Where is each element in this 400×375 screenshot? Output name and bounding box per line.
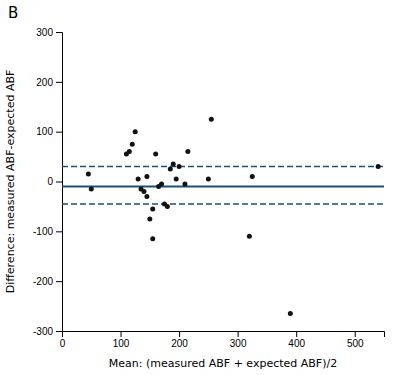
point [288, 311, 293, 316]
x-axis-title: Mean: (measured ABF + expected ABF)/2 [109, 357, 337, 370]
tick-mark [296, 331, 297, 337]
point [130, 142, 135, 147]
tick: -100 [33, 226, 62, 237]
tick-label: 0 [60, 338, 66, 349]
point [153, 152, 158, 157]
panel-label: B [8, 4, 18, 22]
tick-mark [179, 331, 180, 337]
tick: 300 [36, 27, 62, 38]
tick-label: 300 [230, 338, 247, 349]
point [150, 236, 155, 241]
tick-label: 0 [47, 176, 53, 187]
point [177, 164, 182, 169]
point [147, 216, 152, 221]
point [209, 117, 214, 122]
tick-mark [56, 231, 62, 232]
tick: 100 [113, 331, 130, 349]
point [144, 174, 149, 179]
point [133, 129, 138, 134]
point [127, 149, 132, 154]
tick-label: -200 [33, 276, 53, 287]
tick-mark [56, 132, 62, 133]
chart: 0 100 200 300 400 500 -300 -200 -100 0 100 200 300 Me… [0, 0, 400, 375]
point [136, 177, 141, 182]
tick-mark [121, 331, 122, 337]
tick: 200 [171, 331, 188, 349]
y-axis: -300 -200 -100 0 100 200 300 [33, 27, 63, 337]
y-axis-title: Difference: measured ABF-expected ABF [4, 70, 17, 294]
point [150, 206, 155, 211]
point [376, 164, 381, 169]
tick-label: 200 [171, 338, 188, 349]
point [182, 181, 187, 186]
point [206, 177, 211, 182]
axis-line [63, 332, 385, 338]
tick-label: 400 [288, 338, 305, 349]
tick-mark [56, 82, 62, 83]
tick-mark [56, 32, 62, 33]
tick-label: 500 [347, 338, 364, 349]
tick-label: 100 [113, 338, 130, 349]
point [185, 149, 190, 154]
tick-mark [56, 281, 62, 282]
tick: 100 [36, 126, 62, 137]
tick: 0 [47, 176, 62, 187]
point [171, 162, 176, 167]
point [141, 189, 146, 194]
tick-label: 100 [36, 126, 53, 137]
marks [62, 117, 384, 316]
point [247, 234, 252, 239]
tick: 300 [230, 331, 247, 349]
tick-mark [355, 331, 356, 337]
point [174, 177, 179, 182]
tick: 200 [36, 77, 62, 88]
plot-area: 0 100 200 300 400 500 -300 -200 -100 0 100 200 300 [33, 27, 385, 349]
tick-mark [238, 331, 239, 337]
tick: 500 [347, 331, 364, 349]
tick: -200 [33, 276, 62, 287]
reference-line [62, 166, 384, 168]
point [144, 194, 149, 199]
tick: -300 [33, 326, 62, 337]
tick: 400 [288, 331, 305, 349]
tick-label: 300 [36, 27, 53, 38]
reference-line [62, 185, 384, 187]
tick-label: 200 [36, 77, 53, 88]
point [168, 167, 173, 172]
point [165, 204, 170, 209]
axis-line [56, 33, 63, 332]
x-axis: 0 100 200 300 400 500 [60, 331, 385, 349]
tick-mark [56, 331, 62, 332]
tick-label: -100 [33, 226, 53, 237]
point [86, 172, 91, 177]
tick-label: -300 [33, 326, 53, 337]
reference-line [62, 203, 384, 205]
point [89, 186, 94, 191]
point [159, 181, 164, 186]
point [250, 174, 255, 179]
tick: 0 [60, 331, 66, 349]
tick-mark [56, 182, 62, 183]
